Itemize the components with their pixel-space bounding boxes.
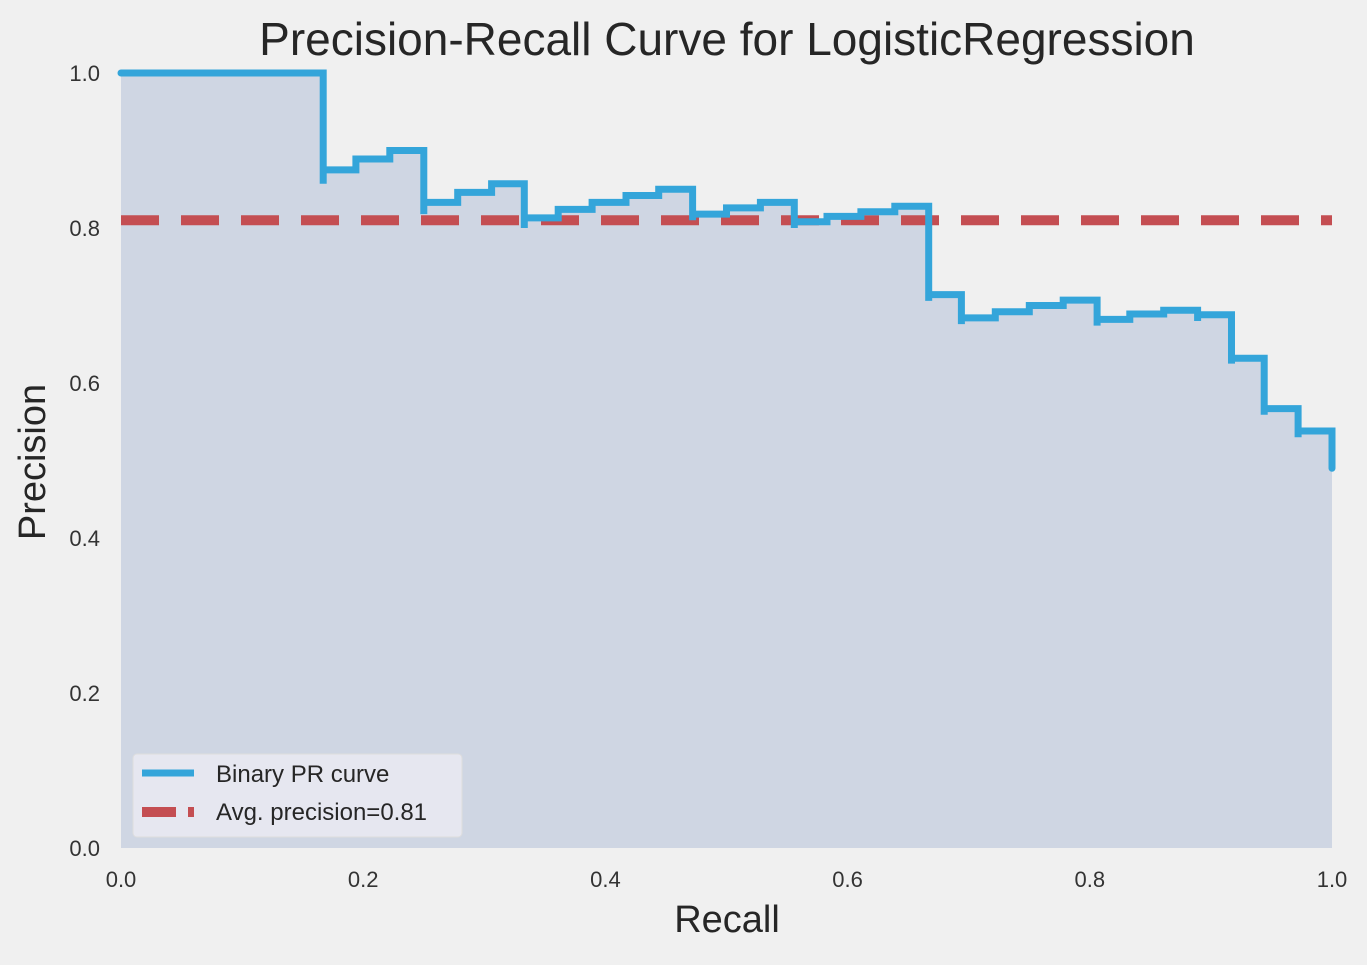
y-tick-label: 0.4 [69, 526, 100, 551]
pr-area-fill [121, 73, 1332, 848]
x-tick-label: 0.2 [348, 867, 379, 892]
x-tick-label: 0.4 [590, 867, 621, 892]
legend: Binary PR curve Avg. precision=0.81 [132, 753, 463, 838]
x-tick-labels: 0.0 0.2 0.4 0.6 0.8 1.0 [106, 867, 1348, 892]
y-tick-label: 0.6 [69, 371, 100, 396]
x-tick-label: 0.6 [832, 867, 863, 892]
pr-curve-line [117, 69, 1336, 472]
y-tick-label: 0.8 [69, 216, 100, 241]
chart-title: Precision-Recall Curve for LogisticRegre… [259, 13, 1195, 65]
y-tick-label: 0.2 [69, 681, 100, 706]
y-tick-label: 0.0 [69, 836, 100, 861]
y-tick-labels: 0.0 0.2 0.4 0.6 0.8 1.0 [69, 61, 100, 861]
x-tick-label: 0.0 [106, 867, 137, 892]
legend-label-avg-precision: Avg. precision=0.81 [216, 799, 427, 826]
x-tick-label: 1.0 [1317, 867, 1348, 892]
x-tick-label: 0.8 [1075, 867, 1106, 892]
legend-box [132, 753, 463, 838]
legend-label-pr-curve: Binary PR curve [216, 761, 389, 788]
y-tick-label: 1.0 [69, 61, 100, 86]
y-axis-label: Precision [12, 384, 54, 540]
x-axis-label: Recall [674, 899, 780, 941]
